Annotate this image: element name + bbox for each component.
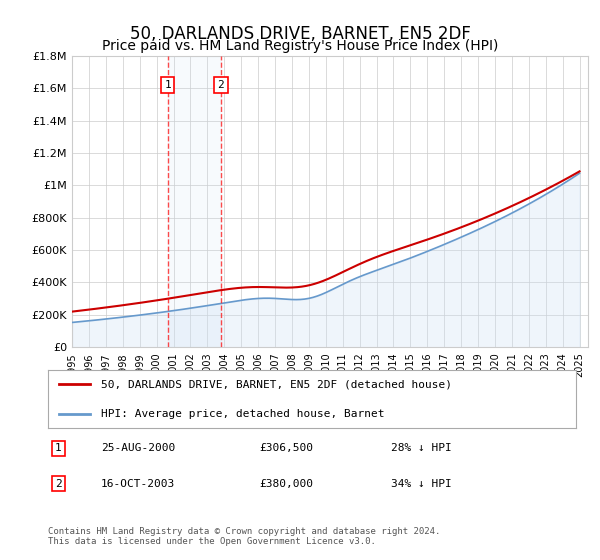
- Text: 2: 2: [218, 80, 224, 90]
- Text: 50, DARLANDS DRIVE, BARNET, EN5 2DF: 50, DARLANDS DRIVE, BARNET, EN5 2DF: [130, 25, 470, 43]
- Text: 2: 2: [55, 479, 62, 488]
- Bar: [167, 56, 221, 347]
- Text: 50, DARLANDS DRIVE, BARNET, EN5 2DF (detached house): 50, DARLANDS DRIVE, BARNET, EN5 2DF (det…: [101, 379, 452, 389]
- Text: £306,500: £306,500: [259, 444, 313, 454]
- Text: Contains HM Land Registry data © Crown copyright and database right 2024.
This d: Contains HM Land Registry data © Crown c…: [48, 526, 440, 546]
- Text: 16-OCT-2003: 16-OCT-2003: [101, 479, 175, 488]
- Text: 1: 1: [164, 80, 171, 90]
- Text: £380,000: £380,000: [259, 479, 313, 488]
- Text: 25-AUG-2000: 25-AUG-2000: [101, 444, 175, 454]
- Text: 34% ↓ HPI: 34% ↓ HPI: [391, 479, 452, 488]
- Text: 1: 1: [55, 444, 62, 454]
- Text: 28% ↓ HPI: 28% ↓ HPI: [391, 444, 452, 454]
- Text: Price paid vs. HM Land Registry's House Price Index (HPI): Price paid vs. HM Land Registry's House …: [102, 39, 498, 53]
- Text: HPI: Average price, detached house, Barnet: HPI: Average price, detached house, Barn…: [101, 409, 385, 419]
